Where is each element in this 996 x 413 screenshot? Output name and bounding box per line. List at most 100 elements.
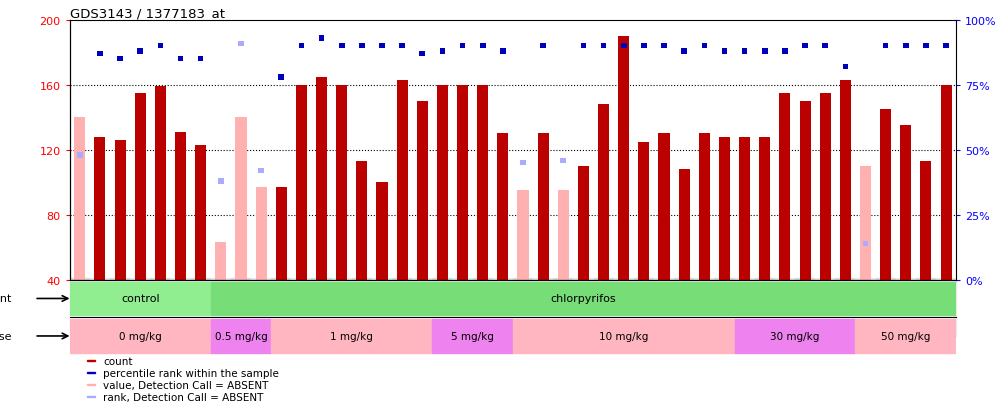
Bar	[880, 110, 891, 280]
Text: control: control	[121, 294, 159, 304]
Bar	[211, 282, 956, 316]
Bar	[722, 49, 727, 55]
Bar	[903, 44, 908, 49]
Bar	[432, 319, 513, 353]
Bar	[477, 85, 488, 280]
Bar	[863, 241, 869, 246]
Bar	[359, 44, 365, 49]
Text: GDS3143 / 1377183_at: GDS3143 / 1377183_at	[70, 7, 225, 19]
Bar	[218, 179, 224, 184]
Bar	[134, 94, 145, 280]
Bar	[75, 118, 86, 280]
Bar	[137, 49, 143, 55]
Bar	[416, 102, 428, 280]
Text: 0 mg/kg: 0 mg/kg	[119, 331, 161, 341]
Bar	[621, 44, 626, 49]
Text: rank, Detection Call = ABSENT: rank, Detection Call = ABSENT	[104, 392, 264, 401]
Bar	[399, 44, 405, 49]
Bar	[235, 118, 246, 280]
Bar	[641, 44, 646, 49]
Bar	[541, 44, 546, 49]
Bar	[118, 57, 123, 62]
Text: 0.5 mg/kg: 0.5 mg/kg	[214, 331, 267, 341]
Bar	[211, 319, 271, 353]
Bar	[699, 134, 710, 280]
Text: count: count	[104, 356, 132, 366]
Bar	[923, 44, 928, 49]
Text: percentile rank within the sample: percentile rank within the sample	[104, 368, 279, 377]
Bar	[177, 57, 183, 62]
Bar	[581, 44, 587, 49]
Bar	[376, 183, 387, 280]
Text: chlorpyrifos: chlorpyrifos	[551, 294, 617, 304]
Bar	[497, 134, 508, 280]
Bar	[823, 44, 828, 49]
Bar	[780, 94, 791, 280]
Bar	[88, 396, 95, 397]
Text: 5 mg/kg: 5 mg/kg	[451, 331, 494, 341]
Text: 1 mg/kg: 1 mg/kg	[331, 331, 374, 341]
Bar	[175, 133, 186, 280]
Bar	[319, 36, 325, 41]
Bar	[782, 49, 788, 55]
Bar	[742, 49, 747, 55]
Bar	[598, 105, 610, 280]
Bar	[762, 49, 768, 55]
Bar	[638, 142, 649, 280]
Bar	[678, 170, 689, 280]
Bar	[843, 65, 849, 70]
Bar	[70, 282, 211, 316]
Bar	[419, 52, 425, 57]
Bar	[256, 188, 267, 280]
Bar	[337, 85, 348, 280]
Bar	[661, 44, 667, 49]
Bar	[439, 49, 445, 55]
Bar	[195, 145, 206, 280]
Bar	[719, 138, 730, 280]
Bar	[215, 243, 226, 280]
Bar	[578, 166, 589, 280]
Bar	[601, 44, 607, 49]
Bar	[339, 44, 345, 49]
Bar	[820, 94, 831, 280]
Bar	[115, 140, 125, 280]
Bar	[518, 191, 529, 280]
Bar	[735, 319, 856, 353]
Text: 30 mg/kg: 30 mg/kg	[770, 331, 820, 341]
Text: value, Detection Call = ABSENT: value, Detection Call = ABSENT	[104, 380, 269, 389]
Bar	[802, 44, 808, 49]
Bar	[681, 49, 687, 55]
Bar	[70, 319, 211, 353]
Bar	[856, 319, 956, 353]
Bar	[513, 319, 735, 353]
Bar	[900, 126, 911, 280]
Bar	[701, 44, 707, 49]
Bar	[357, 162, 368, 280]
Bar	[920, 162, 931, 280]
Bar	[619, 37, 629, 280]
Bar	[157, 44, 163, 49]
Bar	[98, 52, 103, 57]
Bar	[759, 138, 770, 280]
Bar	[276, 188, 287, 280]
Text: agent: agent	[0, 294, 12, 304]
Bar	[480, 44, 485, 49]
Text: 50 mg/kg: 50 mg/kg	[881, 331, 930, 341]
Bar	[271, 319, 432, 353]
Bar	[500, 49, 506, 55]
Bar	[258, 169, 264, 174]
Bar	[882, 44, 888, 49]
Bar	[198, 57, 203, 62]
Bar	[558, 191, 569, 280]
Bar	[520, 161, 526, 166]
Bar	[561, 158, 566, 163]
Bar	[154, 87, 166, 280]
Bar	[457, 85, 468, 280]
Bar	[95, 138, 106, 280]
Bar	[840, 81, 851, 280]
Bar	[316, 77, 327, 280]
Text: 10 mg/kg: 10 mg/kg	[599, 331, 648, 341]
Bar	[860, 166, 872, 280]
Bar	[943, 44, 949, 49]
Text: dose: dose	[0, 331, 12, 341]
